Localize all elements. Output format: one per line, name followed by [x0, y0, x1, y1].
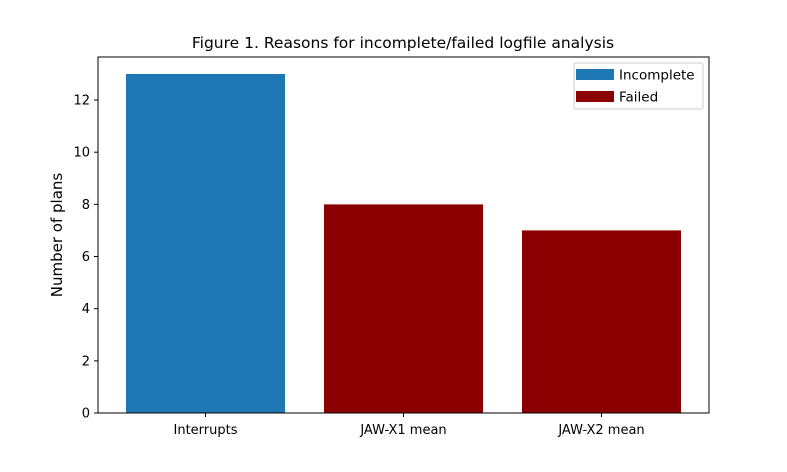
y-tick-label: 0: [82, 407, 90, 422]
legend-swatch: [576, 69, 614, 80]
y-tick-label: 2: [82, 354, 90, 369]
legend-swatch: [576, 91, 614, 102]
bar-jaw-x1-mean: [324, 204, 483, 413]
bars-layer: [126, 74, 681, 413]
bar-interrupts: [126, 74, 285, 413]
x-tick-label: JAW-X2 mean: [557, 423, 644, 438]
y-axis-label: Number of plans: [48, 173, 66, 298]
y-tick-label: 12: [73, 94, 90, 109]
axes-layer: 0 2 4 6 8 10 12 Interrupts JAW-X1 mean JAW-X2 mea…: [73, 94, 644, 438]
x-tick-label: JAW-X1 mean: [359, 423, 446, 438]
y-tick-label: 4: [82, 302, 90, 317]
y-tick-label: 10: [73, 146, 90, 161]
bar-jaw-x2-mean: [522, 230, 681, 413]
y-tick-label: 8: [82, 198, 90, 213]
x-tick-label: Interrupts: [174, 423, 238, 438]
y-tick-label: 6: [82, 250, 90, 265]
legend-entry-label: Incomplete: [619, 68, 695, 84]
legend-entry-label: Failed: [619, 90, 658, 106]
legend: Incomplete Failed: [573, 62, 704, 110]
chart-title: Figure 1. Reasons for incomplete/failed …: [192, 34, 614, 52]
